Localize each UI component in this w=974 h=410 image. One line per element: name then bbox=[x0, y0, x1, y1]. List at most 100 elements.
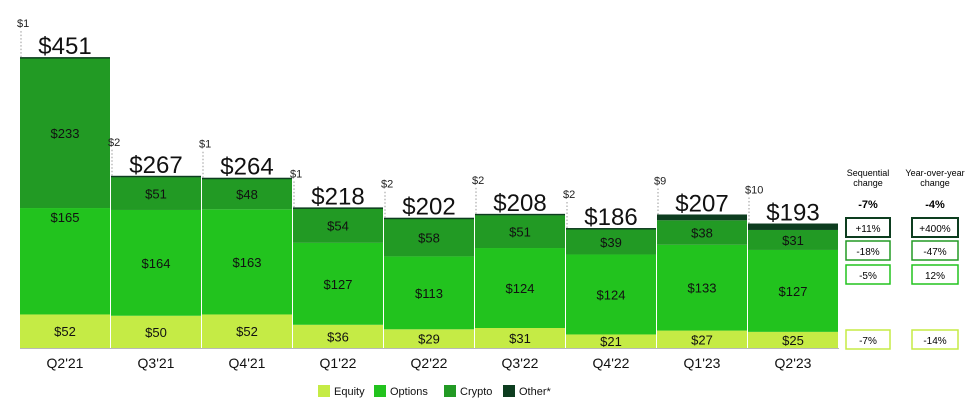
data-label-other-8: $10 bbox=[745, 185, 763, 197]
bar-options-1 bbox=[111, 209, 201, 316]
bar-crypto-6 bbox=[566, 229, 656, 255]
bar-equity-7 bbox=[657, 330, 747, 348]
bar-options-0 bbox=[20, 208, 110, 315]
sequential-total: -7% bbox=[858, 199, 878, 211]
data-label-crypto-0: $233 bbox=[51, 126, 80, 141]
bar-crypto-7 bbox=[657, 220, 747, 245]
bar-crypto-5 bbox=[475, 215, 565, 249]
category-label-6: Q4'22 bbox=[593, 355, 630, 371]
bar-options-2 bbox=[202, 209, 292, 315]
legend-swatch-equity bbox=[318, 385, 330, 397]
bar-equity-6 bbox=[566, 334, 656, 348]
bar-other-2 bbox=[202, 177, 292, 180]
legend-label-crypto: Crypto bbox=[460, 386, 492, 398]
bar-other-7 bbox=[657, 214, 747, 221]
data-label-options-0: $165 bbox=[51, 210, 80, 225]
yoy-change-3: -14% bbox=[923, 336, 946, 347]
data-label-options-8: $127 bbox=[779, 284, 808, 299]
data-label-other-0: $1 bbox=[17, 18, 29, 30]
data-label-crypto-8: $31 bbox=[782, 233, 804, 248]
data-label-equity-2: $52 bbox=[236, 324, 258, 339]
data-label-options-1: $164 bbox=[142, 256, 171, 271]
bar-other-3 bbox=[293, 207, 383, 209]
data-label-equity-0: $52 bbox=[54, 324, 76, 339]
data-label-crypto-6: $39 bbox=[600, 235, 622, 250]
sequential-header-line2: change bbox=[853, 178, 883, 188]
bar-other-0 bbox=[20, 57, 110, 59]
category-label-2: Q4'21 bbox=[229, 355, 266, 371]
data-label-other-2: $1 bbox=[199, 139, 211, 151]
sequential-box-0 bbox=[845, 217, 891, 238]
data-label-other-4: $2 bbox=[381, 179, 393, 191]
bar-options-3 bbox=[293, 242, 383, 325]
data-label-options-5: $124 bbox=[506, 281, 535, 296]
data-label-options-2: $163 bbox=[233, 255, 262, 270]
legend-label-equity: Equity bbox=[334, 386, 365, 398]
data-label-crypto-1: $51 bbox=[145, 187, 167, 202]
total-label-8: $193 bbox=[766, 200, 819, 227]
bar-crypto-2 bbox=[202, 178, 292, 210]
bar-equity-2 bbox=[202, 314, 292, 348]
bar-equity-0 bbox=[20, 314, 110, 348]
legend-swatch-other bbox=[503, 385, 515, 397]
bar-other-5 bbox=[475, 213, 565, 216]
yoy-change-2: 12% bbox=[925, 271, 945, 282]
yoy-box-2 bbox=[911, 264, 959, 285]
total-label-0: $451 bbox=[38, 33, 91, 60]
bar-options-6 bbox=[566, 254, 656, 335]
data-label-options-7: $133 bbox=[688, 281, 717, 296]
sequential-change-0: +11% bbox=[855, 224, 880, 235]
bar-crypto-8 bbox=[748, 229, 838, 250]
data-label-crypto-7: $38 bbox=[691, 226, 713, 241]
data-label-other-5: $2 bbox=[472, 175, 484, 187]
bar-crypto-3 bbox=[293, 208, 383, 243]
legend-swatch-options bbox=[374, 385, 386, 397]
yoy-header-line2: change bbox=[920, 178, 950, 188]
sequential-change-2: -5% bbox=[859, 271, 877, 282]
bar-crypto-4 bbox=[384, 219, 474, 257]
yoy-change-1: -47% bbox=[923, 247, 946, 258]
bar-equity-1 bbox=[111, 315, 201, 348]
data-label-options-4: $113 bbox=[415, 286, 443, 301]
category-label-7: Q1'23 bbox=[684, 355, 721, 371]
data-label-options-6: $124 bbox=[597, 287, 626, 302]
bar-crypto-0 bbox=[20, 57, 110, 209]
data-label-other-6: $2 bbox=[563, 189, 575, 201]
sequential-change-1: -18% bbox=[856, 247, 879, 258]
bar-options-5 bbox=[475, 248, 565, 329]
bar-other-8 bbox=[748, 223, 838, 230]
bar-equity-4 bbox=[384, 329, 474, 348]
legend-label-options: Options bbox=[390, 386, 428, 398]
bar-options-8 bbox=[748, 249, 838, 332]
yoy-box-1 bbox=[911, 240, 959, 261]
bar-options-4 bbox=[384, 256, 474, 330]
legend-swatch-crypto bbox=[444, 385, 456, 397]
sequential-box-3 bbox=[845, 329, 891, 350]
total-label-2: $264 bbox=[220, 154, 273, 181]
data-label-crypto-5: $51 bbox=[509, 225, 531, 240]
sequential-box-2 bbox=[845, 264, 891, 285]
category-label-1: Q3'21 bbox=[138, 355, 175, 371]
data-label-equity-8: $25 bbox=[782, 333, 804, 348]
total-label-4: $202 bbox=[402, 194, 455, 221]
total-label-5: $208 bbox=[493, 190, 546, 217]
data-label-equity-5: $31 bbox=[509, 331, 531, 346]
bar-other-4 bbox=[384, 217, 474, 220]
category-label-5: Q3'22 bbox=[502, 355, 539, 371]
data-label-crypto-2: $48 bbox=[236, 187, 258, 202]
legend-label-other: Other* bbox=[519, 386, 552, 398]
category-label-4: Q2'22 bbox=[411, 355, 448, 371]
data-label-equity-6: $21 bbox=[600, 334, 622, 349]
yoy-header-line1: Year-over-year bbox=[905, 168, 964, 178]
bar-equity-3 bbox=[293, 324, 383, 348]
yoy-box-0 bbox=[911, 217, 959, 238]
category-label-8: Q2'23 bbox=[775, 355, 812, 371]
bar-options-7 bbox=[657, 244, 747, 331]
data-label-other-3: $1 bbox=[290, 168, 302, 180]
bar-other-6 bbox=[566, 228, 656, 230]
bar-equity-5 bbox=[475, 328, 565, 348]
sequential-box-1 bbox=[845, 240, 891, 261]
data-label-crypto-3: $54 bbox=[327, 218, 349, 233]
data-label-other-1: $2 bbox=[108, 137, 120, 149]
total-label-7: $207 bbox=[675, 190, 728, 217]
